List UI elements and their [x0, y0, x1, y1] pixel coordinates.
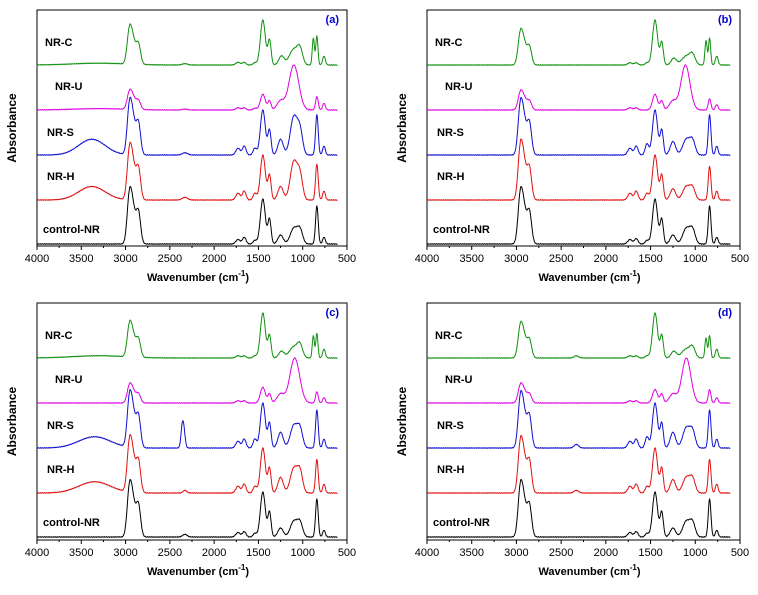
- series-line-control-nr: [426, 185, 731, 245]
- series-label-nr-s: NR-S: [437, 420, 464, 432]
- series-label-nr-s: NR-S: [437, 127, 464, 139]
- x-tick-label: 1000: [290, 547, 314, 559]
- series-label-nr-c: NR-C: [435, 330, 463, 342]
- series-line-nr-h: [426, 138, 731, 201]
- series-line-nr-u: [426, 64, 731, 111]
- series-line-nr-h: [36, 141, 338, 201]
- series-label-nr-c: NR-C: [45, 37, 73, 49]
- series-line-nr-c: [426, 312, 731, 359]
- x-axis-label: Wavenumber (cm-1): [147, 563, 249, 578]
- plot-frame: [426, 302, 741, 541]
- x-tick-label: 4000: [25, 253, 49, 265]
- x-tick-label: 4000: [415, 547, 439, 559]
- series-label-nr-u: NR-U: [445, 374, 473, 386]
- x-tick-label: 3000: [113, 547, 137, 559]
- series-label-nr-h: NR-H: [437, 464, 465, 476]
- panel-label: (b): [718, 14, 732, 26]
- spectrum-panel-3: 4000 3500 3000 2500 2000 1500 1000 500 Wavenumbe…: [395, 302, 749, 578]
- series-label-control-nr: control-NR: [433, 224, 490, 236]
- plot-frame: [36, 302, 348, 541]
- x-axis-label: Wavenumber (cm-1): [538, 563, 640, 578]
- series-line-nr-u: [36, 64, 338, 111]
- x-tick-label: 2000: [202, 547, 226, 559]
- x-tick-label: 3000: [113, 253, 137, 265]
- x-tick-label: 1000: [683, 253, 707, 265]
- series-label-nr-u: NR-U: [55, 81, 83, 93]
- x-tick-label: 1500: [638, 547, 662, 559]
- x-tick-label: 1500: [246, 547, 270, 559]
- x-tick-label: 500: [338, 547, 356, 559]
- x-tick-label: 1500: [638, 253, 662, 265]
- series-line-control-nr: [36, 185, 338, 245]
- x-tick-label: 2000: [202, 253, 226, 265]
- series-label-nr-h: NR-H: [47, 171, 75, 183]
- series-label-control-nr: control-NR: [433, 517, 490, 529]
- x-tick-label: 3500: [459, 547, 483, 559]
- x-tick-label: 1000: [290, 253, 314, 265]
- series-line-control-nr: [426, 478, 731, 538]
- series-label-nr-c: NR-C: [45, 330, 73, 342]
- y-axis-label: Absorbance: [395, 93, 409, 163]
- spectrum-panel-1: 4000 3500 3000 2500 2000 1500 1000 500 Wavenumbe…: [395, 9, 749, 284]
- series-label-nr-u: NR-U: [445, 81, 473, 93]
- x-tick-label: 500: [731, 547, 749, 559]
- series-line-nr-s: [426, 96, 731, 156]
- y-axis-label: Absorbance: [5, 93, 19, 163]
- x-tick-label: 1500: [246, 253, 270, 265]
- x-tick-label: 3500: [459, 253, 483, 265]
- series-line-nr-c: [426, 19, 731, 66]
- series-line-nr-c: [36, 312, 338, 359]
- panel-label: (d): [718, 307, 732, 319]
- x-tick-label: 3000: [504, 547, 528, 559]
- x-tick-label: 1000: [683, 547, 707, 559]
- series-label-nr-c: NR-C: [435, 37, 463, 49]
- series-line-nr-s: [426, 389, 731, 449]
- spectrum-panel-2: 4000 3500 3000 2500 2000 1500 1000 500 Wavenumbe…: [5, 302, 356, 578]
- x-tick-label: 2500: [158, 547, 182, 559]
- series-label-nr-u: NR-U: [55, 374, 83, 386]
- series-line-nr-h: [426, 434, 731, 494]
- series-label-nr-h: NR-H: [437, 171, 465, 183]
- x-axis-label: Wavenumber (cm-1): [538, 269, 640, 284]
- series-label-nr-s: NR-S: [47, 420, 74, 432]
- series-label-control-nr: control-NR: [43, 224, 100, 236]
- plot-frame: [426, 9, 741, 247]
- series-line-control-nr: [36, 478, 338, 538]
- x-tick-label: 2500: [549, 253, 573, 265]
- series-line-nr-s: [36, 96, 338, 156]
- series-line-nr-u: [426, 357, 731, 404]
- x-tick-label: 2500: [158, 253, 182, 265]
- series-line-nr-h: [36, 434, 338, 494]
- series-line-nr-c: [36, 19, 338, 66]
- series-label-nr-h: NR-H: [47, 464, 75, 476]
- panel-label: (a): [326, 14, 340, 26]
- y-axis-label: Absorbance: [395, 387, 409, 457]
- x-tick-label: 4000: [415, 253, 439, 265]
- x-tick-label: 3500: [69, 547, 93, 559]
- series-label-nr-s: NR-S: [47, 127, 74, 139]
- x-tick-label: 500: [338, 253, 356, 265]
- x-tick-label: 2500: [549, 547, 573, 559]
- y-axis-label: Absorbance: [5, 387, 19, 457]
- series-label-control-nr: control-NR: [43, 517, 100, 529]
- x-tick-label: 3000: [504, 253, 528, 265]
- x-tick-label: 500: [731, 253, 749, 265]
- x-axis-label: Wavenumber (cm-1): [147, 269, 249, 284]
- panel-label: (c): [326, 307, 340, 319]
- series-line-nr-u: [36, 357, 338, 404]
- x-tick-label: 2000: [594, 547, 618, 559]
- x-tick-label: 2000: [594, 253, 618, 265]
- spectrum-panel-0: 4000 3500 3000 2500 2000 1500 1000 500 Wavenumbe…: [5, 9, 356, 284]
- series-line-nr-s: [36, 389, 338, 449]
- x-tick-label: 3500: [69, 253, 93, 265]
- x-tick-label: 4000: [25, 547, 49, 559]
